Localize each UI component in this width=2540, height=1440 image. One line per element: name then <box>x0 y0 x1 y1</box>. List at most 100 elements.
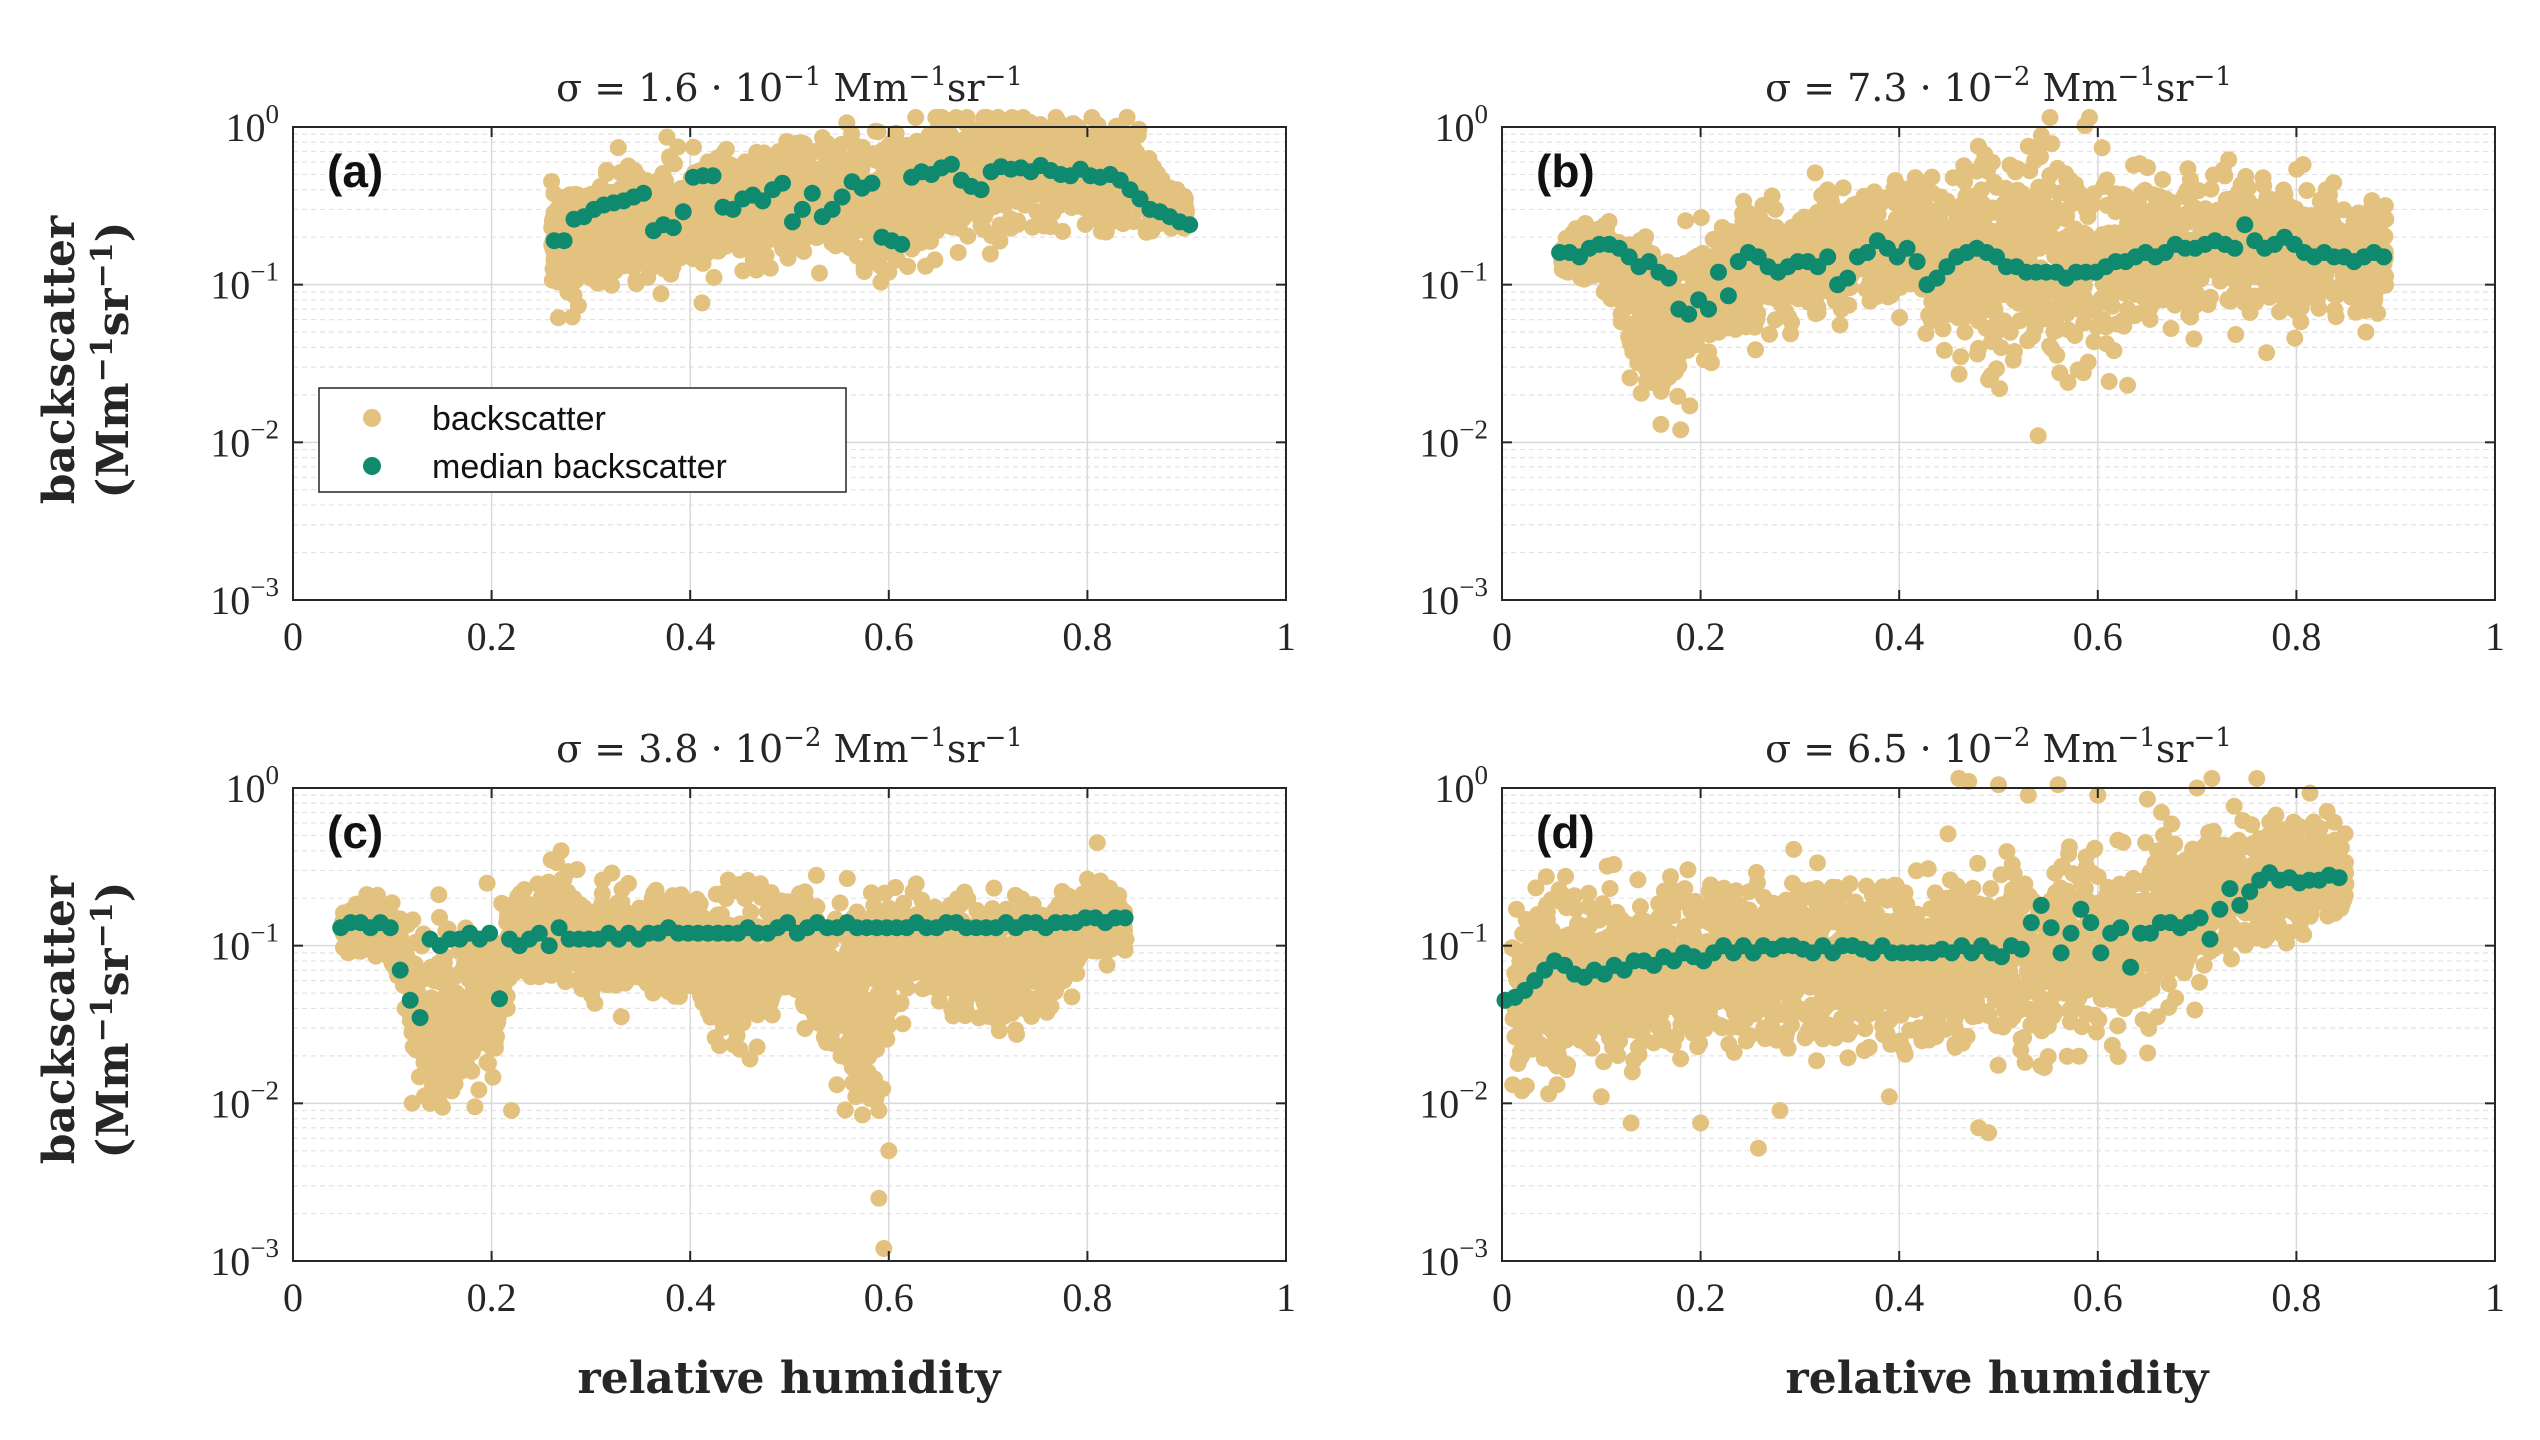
backscatter-point <box>544 260 562 278</box>
median-point <box>1181 216 1199 234</box>
backscatter-point <box>2335 201 2353 219</box>
median-point <box>674 203 692 221</box>
backscatter-point <box>1761 325 1778 343</box>
backscatter-point <box>1064 115 1082 133</box>
x-tick-label: 0.6 <box>864 614 914 659</box>
median-point <box>664 219 682 237</box>
backscatter-outlier <box>989 108 1007 126</box>
backscatter-point <box>2097 335 2115 353</box>
backscatter-point <box>2125 156 2142 174</box>
backscatter-point <box>1963 301 1980 319</box>
backscatter-point <box>1041 199 1059 217</box>
median-point <box>833 188 851 206</box>
backscatter-point <box>731 241 749 259</box>
backscatter-point <box>1000 218 1017 236</box>
backscatter-point <box>2024 327 2042 345</box>
backscatter-point <box>1992 339 2010 357</box>
backscatter-point <box>2227 326 2245 343</box>
backscatter-point <box>705 269 723 286</box>
backscatter-point <box>2031 136 2049 154</box>
backscatter-point <box>715 222 733 240</box>
backscatter-point <box>2041 109 2059 126</box>
backscatter-point <box>1124 138 1142 156</box>
series-backscatter <box>543 108 1195 327</box>
backscatter-point <box>847 238 865 256</box>
backscatter-point <box>873 210 891 228</box>
backscatter-point <box>1621 369 1639 387</box>
backscatter-point <box>2093 139 2111 157</box>
backscatter-point <box>734 262 752 280</box>
backscatter-point <box>949 244 967 261</box>
panel-title: σ = 1.6 · 10−1 Mm−1sr−1 <box>556 62 1023 110</box>
backscatter-point <box>2202 180 2220 198</box>
legend-marker-backscatter <box>363 409 381 427</box>
backscatter-point <box>666 155 683 173</box>
backscatter-point <box>567 271 585 289</box>
median-point <box>863 174 881 192</box>
y-tick-label: 10−1 <box>210 257 279 308</box>
x-tick-label: 0.8 <box>1062 614 1112 659</box>
backscatter-point <box>781 148 799 166</box>
backscatter-point <box>654 165 672 182</box>
backscatter-point <box>1035 217 1053 235</box>
backscatter-point <box>576 224 594 241</box>
backscatter-point <box>609 217 627 235</box>
backscatter-point <box>811 264 828 282</box>
backscatter-point <box>755 144 773 162</box>
backscatter-point <box>2047 199 2065 217</box>
backscatter-point <box>958 109 976 126</box>
backscatter-point <box>981 245 999 263</box>
backscatter-point <box>2298 182 2316 199</box>
backscatter-point <box>838 114 856 132</box>
backscatter-point <box>936 210 954 228</box>
backscatter-point <box>589 250 607 268</box>
backscatter-point <box>1622 297 1640 315</box>
backscatter-point <box>1886 172 1904 190</box>
backscatter-point <box>847 205 865 223</box>
backscatter-point <box>658 128 676 146</box>
backscatter-point <box>923 135 941 153</box>
backscatter-point <box>795 135 813 153</box>
median-point <box>635 184 652 202</box>
median-point <box>942 155 960 173</box>
backscatter-point <box>669 138 687 156</box>
backscatter-point <box>2286 329 2304 347</box>
median-point <box>774 174 791 192</box>
backscatter-outlier <box>880 263 898 281</box>
backscatter-point <box>855 148 873 166</box>
backscatter-point <box>823 234 841 252</box>
backscatter-point <box>1917 325 1935 342</box>
backscatter-point <box>917 221 935 238</box>
backscatter-point <box>563 308 581 326</box>
backscatter-point <box>1832 300 1850 318</box>
backscatter-point <box>2310 299 2328 317</box>
backscatter-point <box>959 227 977 245</box>
y-tick-label: 10−2 <box>210 414 279 465</box>
backscatter-point <box>1101 140 1119 158</box>
backscatter-point <box>959 196 977 214</box>
backscatter-point <box>598 161 616 179</box>
backscatter-point <box>1692 209 1710 227</box>
backscatter-point <box>948 139 966 157</box>
backscatter-point <box>693 294 711 312</box>
backscatter-point <box>549 309 567 327</box>
median-point <box>803 184 821 202</box>
backscatter-point <box>614 237 632 255</box>
x-tick-label: 0.2 <box>467 614 517 659</box>
backscatter-point <box>1952 348 1970 366</box>
backscatter-point <box>709 149 727 167</box>
backscatter-point <box>866 122 884 140</box>
backscatter-point <box>1956 173 1974 191</box>
backscatter-point <box>2179 160 2197 178</box>
backscatter-point <box>917 257 934 275</box>
backscatter-point <box>2074 364 2092 382</box>
backscatter-point <box>819 135 836 153</box>
backscatter-point <box>899 258 917 275</box>
backscatter-point <box>1152 182 1170 200</box>
legend-label-median: median backscatter <box>432 448 727 486</box>
backscatter-point <box>603 276 621 294</box>
backscatter-point <box>1747 341 1764 359</box>
